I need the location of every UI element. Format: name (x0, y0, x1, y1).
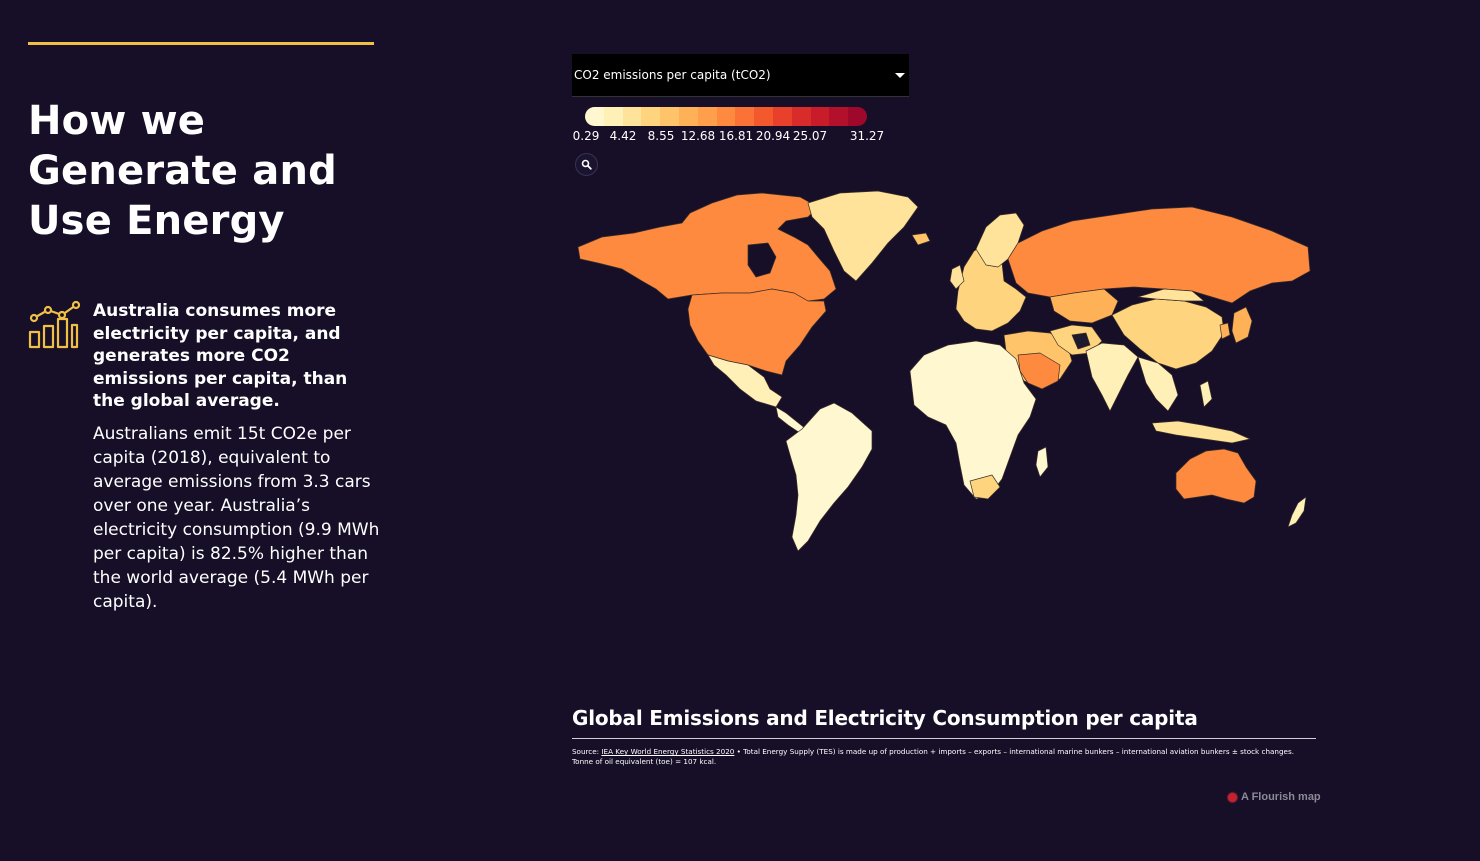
region-japan[interactable] (1231, 306, 1253, 344)
region-usa[interactable] (687, 288, 827, 376)
legend-swatch (697, 107, 717, 126)
region-southeast-asia[interactable] (1137, 356, 1179, 412)
region-mongolia[interactable] (1137, 288, 1205, 302)
region-philippines[interactable] (1199, 380, 1213, 408)
region-mexico[interactable] (707, 354, 783, 408)
metric-dropdown-value: CO2 emissions per capita (tCO2) (574, 68, 771, 82)
metric-dropdown[interactable]: CO2 emissions per capita (tCO2) (572, 54, 909, 97)
search-icon (581, 159, 592, 170)
page-title-line-2: Generate and (28, 148, 337, 194)
map-search-button[interactable] (575, 153, 598, 176)
legend-swatch (622, 107, 642, 126)
legend-tick-label: 31.27 (849, 129, 885, 143)
legend-swatch (603, 107, 623, 126)
source-note: Source: IEA Key World Energy Statistics … (572, 747, 1316, 767)
region-russia[interactable] (1007, 206, 1311, 304)
legend-tick-label: 4.42 (609, 129, 637, 143)
region-india[interactable] (1085, 342, 1139, 412)
source-label: Source: (572, 747, 600, 756)
region-afghanistan[interactable] (1071, 332, 1091, 350)
legend-tick-label: 8.55 (647, 129, 675, 143)
legend-swatch (716, 107, 736, 126)
map-title: Global Emissions and Electricity Consump… (572, 706, 1198, 730)
region-iceland[interactable] (911, 232, 931, 246)
region-greenland[interactable] (807, 190, 919, 282)
legend-tick-label: 20.94 (755, 129, 791, 143)
line-bar-chart-icon (28, 300, 80, 349)
legend-ticks: 0.29 4.42 8.55 12.68 16.81 20.94 25.07 3… (572, 129, 892, 145)
stat-lead-text: Australia consumes more electricity per … (93, 301, 348, 411)
flourish-logo-icon (1228, 792, 1237, 802)
legend-tick-label: 16.81 (718, 129, 754, 143)
legend-swatch (641, 107, 661, 126)
world-choropleth-map[interactable] (572, 185, 1317, 560)
legend-swatch (810, 107, 830, 126)
legend-swatch (754, 107, 773, 126)
legend-swatch (772, 107, 792, 126)
region-uk[interactable] (949, 264, 965, 290)
region-indonesia[interactable] (1151, 420, 1251, 444)
region-madagascar[interactable] (1035, 446, 1049, 478)
flourish-credit-link[interactable]: A Flourish map (1228, 790, 1321, 804)
legend-swatch (829, 107, 849, 126)
region-south-america[interactable] (785, 402, 873, 552)
legend-tick-label: 25.07 (792, 129, 828, 143)
flourish-credit-text: A Flourish map (1241, 791, 1321, 803)
map-title-divider (572, 738, 1316, 739)
region-canada[interactable] (577, 192, 837, 302)
region-hudson-bay (747, 242, 777, 278)
legend-tick-label: 0.29 (572, 129, 600, 143)
legend-swatch (585, 107, 604, 126)
heading-accent-rule (28, 42, 374, 45)
region-new-zealand[interactable] (1287, 496, 1307, 528)
region-south-africa[interactable] (969, 474, 1001, 500)
region-korea[interactable] (1219, 322, 1231, 340)
legend-swatch (848, 107, 867, 126)
page-title: How we Generate and Use Energy (28, 96, 388, 246)
source-note-text: • Total Energy Supply (TES) is made up o… (572, 747, 1294, 766)
source-link[interactable]: IEA Key World Energy Statistics 2020 (601, 747, 735, 756)
legend-tick-label: 12.68 (680, 129, 716, 143)
page-title-line-1: How we (28, 98, 206, 144)
region-scandinavia[interactable] (975, 212, 1025, 268)
legend-swatch (735, 107, 755, 126)
color-legend-bar (585, 107, 867, 126)
region-saudi-arabia[interactable] (1017, 352, 1061, 390)
legend-swatch (660, 107, 679, 126)
page-title-line-3: Use Energy (28, 198, 285, 244)
legend-swatch (791, 107, 811, 126)
stat-body-text: Australians emit 15t CO2e per capita (20… (93, 424, 380, 612)
legend-swatch (678, 107, 698, 126)
region-africa[interactable] (909, 340, 1037, 500)
chevron-down-icon (895, 73, 905, 78)
region-australia[interactable] (1175, 448, 1257, 504)
